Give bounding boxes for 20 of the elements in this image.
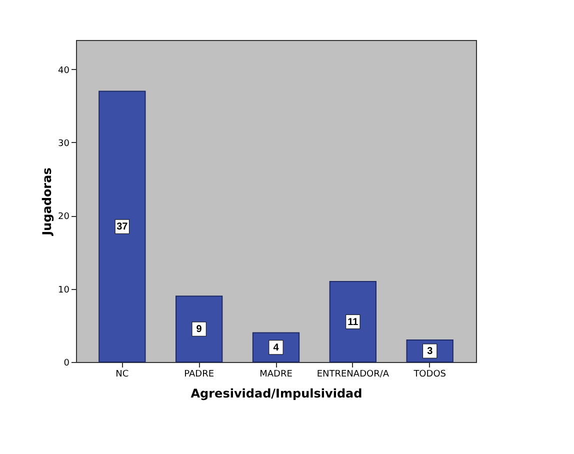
y-axis-title: Jugadoras [40,168,54,236]
y-tick-label: 0 [64,358,70,368]
bar [176,296,223,362]
data-label: 37 [116,222,128,233]
y-tick-label: 40 [58,66,70,76]
bar [329,281,376,362]
y-tick-label: 10 [58,285,70,296]
bar [98,90,146,362]
x-tick-label: PADRE [184,370,214,380]
y-tick-label: 20 [58,212,70,222]
x-tick-label: MADRE [260,370,293,380]
x-tick-label: NC [116,370,129,380]
data-label: 9 [196,324,202,336]
data-label: 3 [427,346,434,358]
x-axis-title: Agresividad/Impulsividad [190,386,362,400]
data-label: 4 [273,342,280,354]
x-tick-label: ENTRENADOR/A [316,370,390,380]
y-tick-label: 30 [58,138,70,149]
data-label: 11 [348,316,359,328]
x-tick-label: TODOS [412,370,446,380]
